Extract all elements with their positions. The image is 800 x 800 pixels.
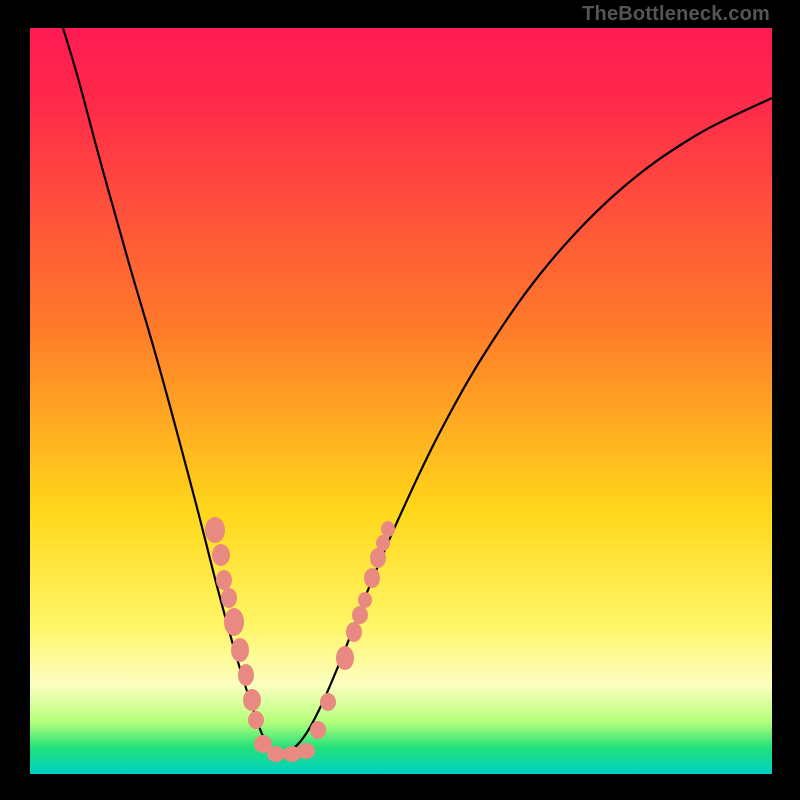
marker-dot: [381, 521, 395, 537]
marker-group: [205, 517, 395, 762]
chart-container: TheBottleneck.com: [0, 0, 800, 800]
marker-dot: [346, 622, 362, 642]
marker-dot: [231, 638, 249, 662]
plot-svg: [0, 0, 800, 800]
marker-dot: [212, 544, 230, 566]
marker-dot: [297, 743, 315, 759]
marker-dot: [370, 548, 386, 568]
marker-dot: [364, 568, 380, 588]
marker-dot: [243, 689, 261, 711]
marker-dot: [205, 517, 225, 543]
marker-dot: [238, 664, 254, 686]
marker-dot: [267, 746, 285, 762]
marker-dot: [352, 606, 368, 624]
watermark-text: TheBottleneck.com: [582, 3, 770, 26]
marker-dot: [320, 693, 336, 711]
marker-dot: [248, 711, 264, 729]
marker-dot: [358, 592, 372, 608]
marker-dot: [216, 570, 232, 590]
marker-dot: [221, 588, 237, 608]
marker-dot: [376, 535, 390, 551]
marker-dot: [336, 646, 354, 670]
marker-dot: [224, 608, 244, 636]
v-curve: [63, 28, 772, 756]
marker-dot: [310, 721, 326, 739]
